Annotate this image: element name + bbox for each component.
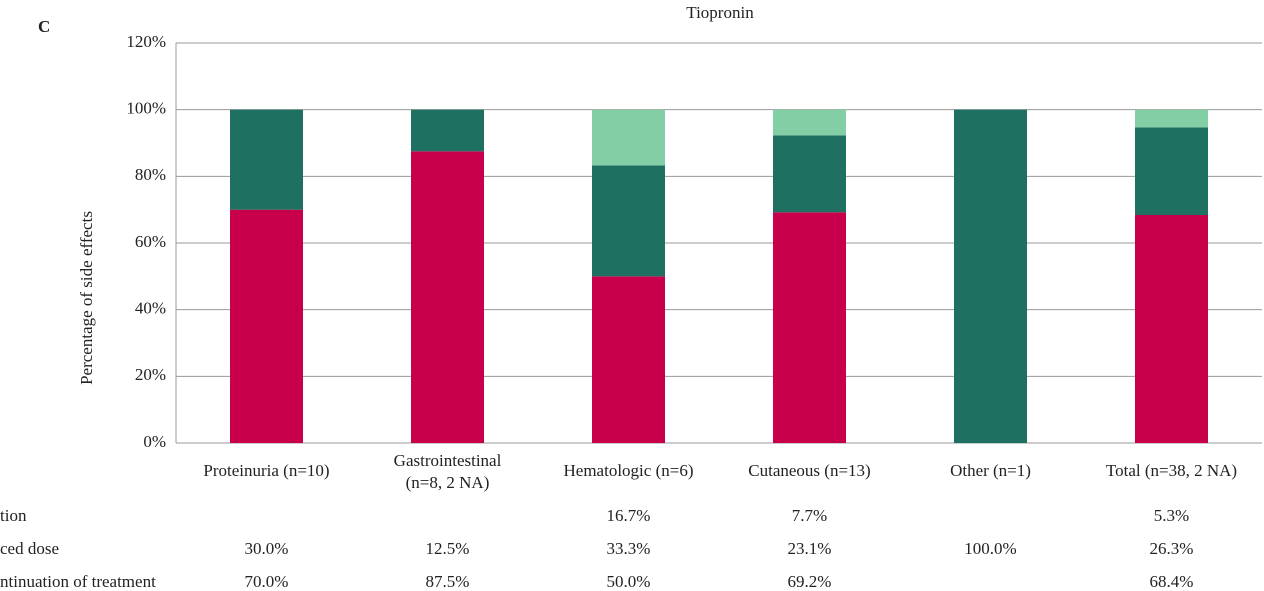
table-value: 23.1% — [788, 539, 832, 558]
table-value: 30.0% — [245, 539, 289, 558]
y-axis-label: Percentage of side effects — [77, 211, 96, 385]
bar-segment — [230, 209, 303, 443]
y-tick-label: 0% — [143, 432, 166, 451]
bar-segment — [773, 109, 846, 136]
y-tick-label: 100% — [126, 99, 166, 118]
table-value: 50.0% — [607, 572, 651, 591]
y-tick-label: 60% — [135, 232, 166, 251]
bar-segment — [954, 109, 1027, 444]
table-value: 69.2% — [788, 572, 832, 591]
table-value: 7.7% — [792, 506, 827, 525]
table-value: 68.4% — [1150, 572, 1194, 591]
table-value: 100.0% — [964, 539, 1016, 558]
x-tick-label: Hematologic (n=6) — [564, 461, 694, 480]
chart-title: Tiopronin — [686, 3, 754, 22]
table-value: 12.5% — [426, 539, 470, 558]
y-tick-label: 80% — [135, 165, 166, 184]
x-tick-label: Cutaneous (n=13) — [748, 461, 870, 480]
bar-segment — [1135, 109, 1208, 128]
y-tick-label: 120% — [126, 32, 166, 51]
y-tick-label: 20% — [135, 365, 166, 384]
legend-label: tion — [0, 506, 27, 525]
x-tick-label: Proteinuria (n=10) — [203, 461, 329, 480]
bar-segment — [592, 165, 665, 277]
y-tick-label: 40% — [135, 299, 166, 318]
table-value: 5.3% — [1154, 506, 1189, 525]
bar-segment — [592, 276, 665, 443]
x-tick-label: (n=8, 2 NA) — [406, 473, 490, 492]
table-value: 70.0% — [245, 572, 289, 591]
table-value: 16.7% — [607, 506, 651, 525]
x-tick-label: Other (n=1) — [950, 461, 1031, 480]
bar-segment — [411, 109, 484, 152]
bar-segment — [1135, 215, 1208, 443]
bar-segment — [773, 135, 846, 213]
table-value: 26.3% — [1150, 539, 1194, 558]
legend-label: ntinuation of treatment — [0, 572, 156, 591]
bar-segment — [230, 109, 303, 210]
table-value: 87.5% — [426, 572, 470, 591]
table-value: 33.3% — [607, 539, 651, 558]
bar-segment — [592, 109, 665, 166]
bar-segment — [773, 212, 846, 443]
x-tick-label: Total (n=38, 2 NA) — [1106, 461, 1237, 480]
x-tick-label: Gastrointestinal — [394, 451, 502, 470]
panel-label: C — [38, 17, 50, 36]
bar-segment — [1135, 127, 1208, 215]
legend-label: ced dose — [0, 539, 59, 558]
bar-segment — [411, 151, 484, 444]
